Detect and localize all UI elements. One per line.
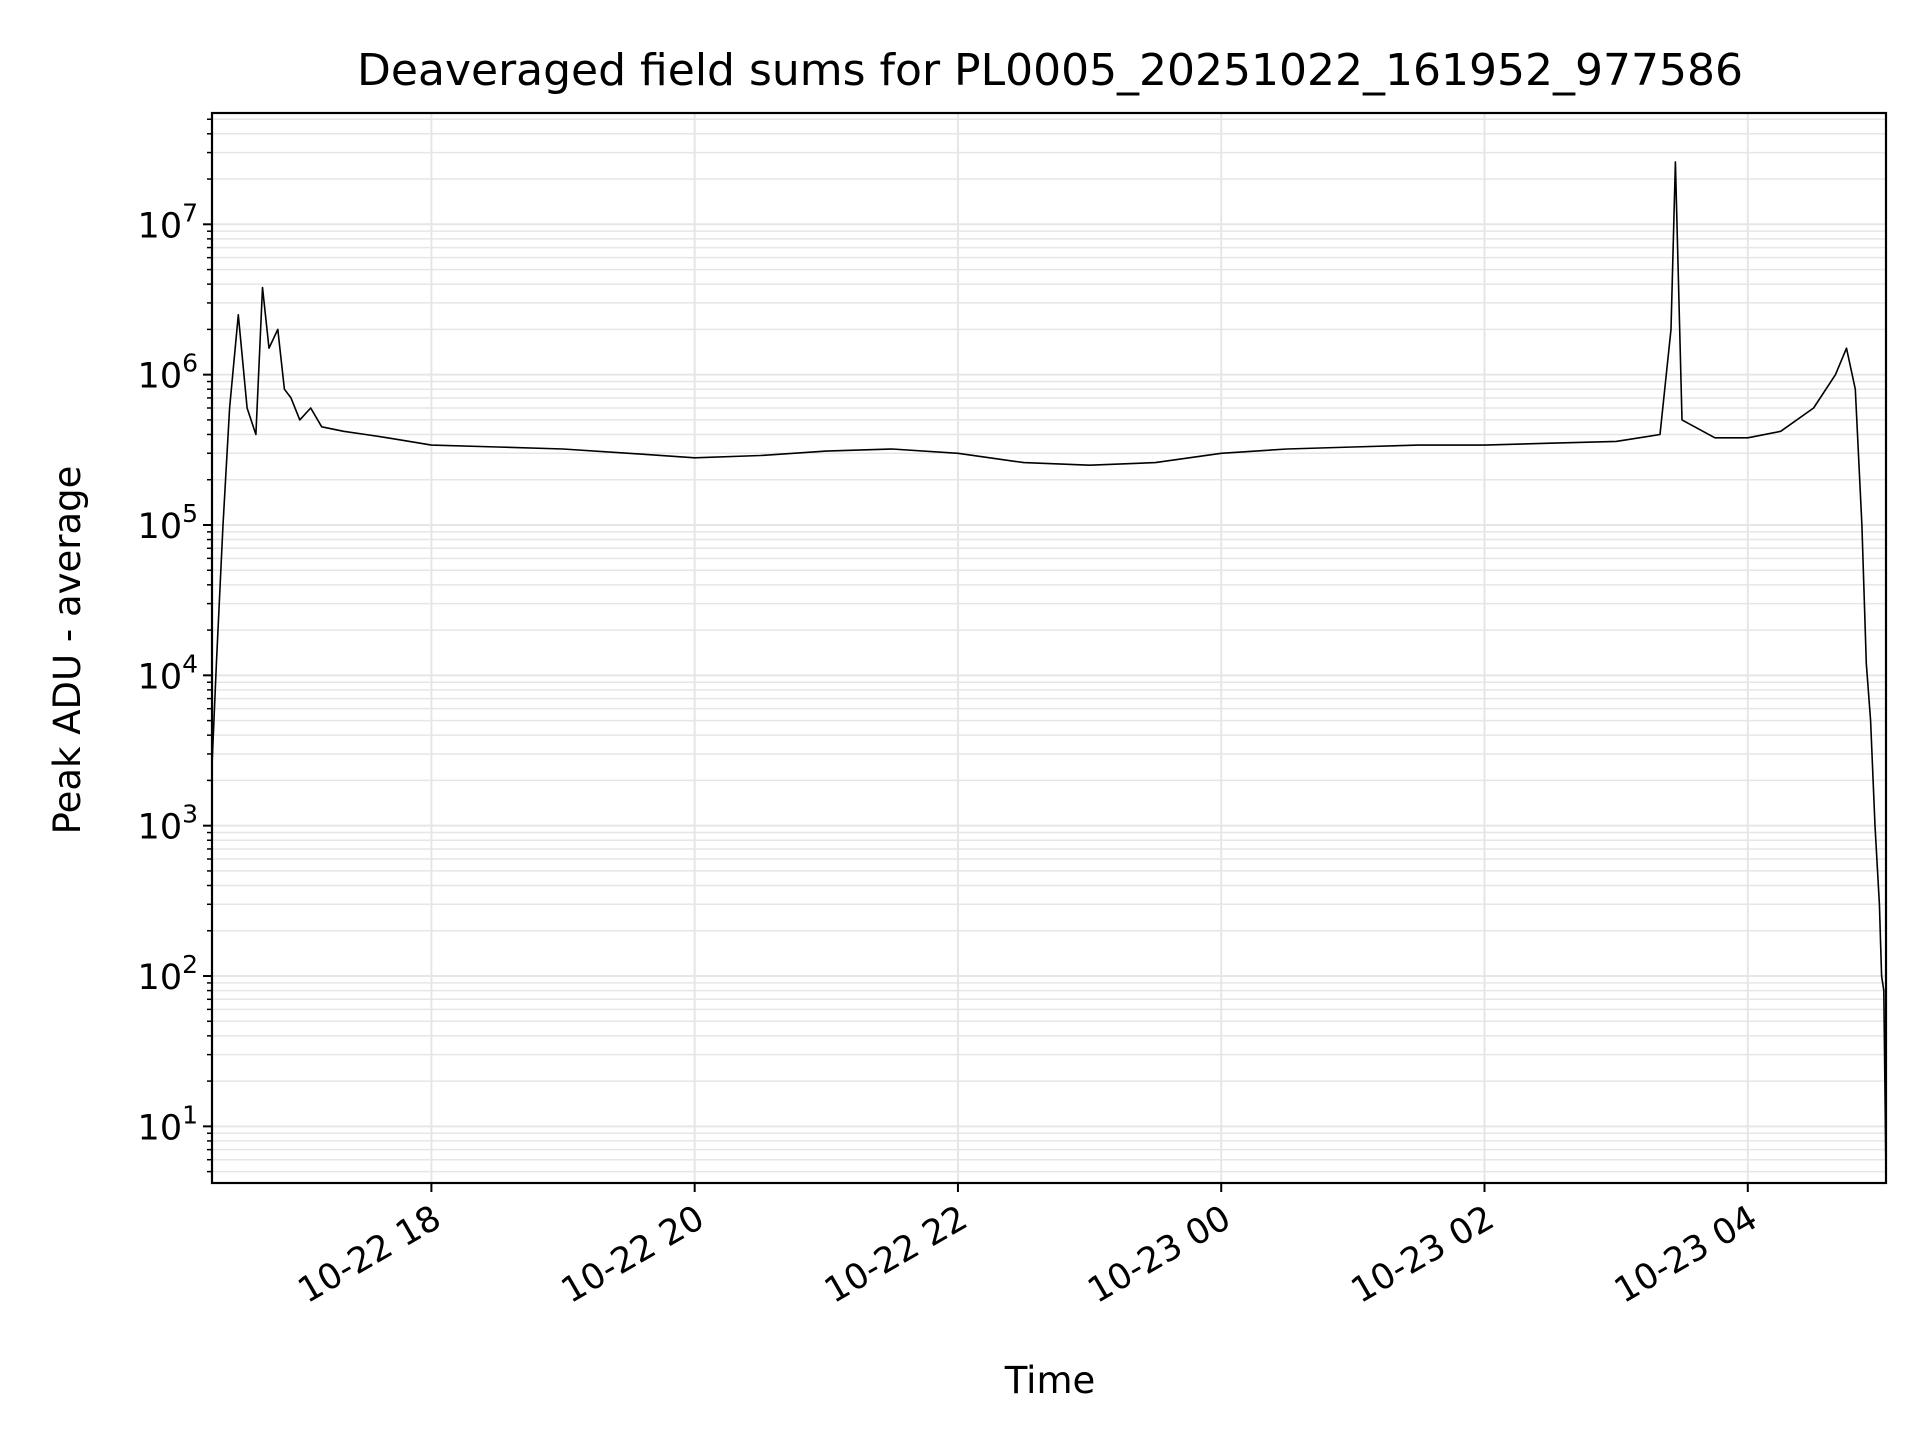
y-tick-label: 105 — [138, 499, 198, 547]
grid — [212, 113, 1886, 1183]
series-line — [211, 161, 1887, 1179]
y-tick-label: 103 — [138, 800, 198, 848]
y-tick-label: 101 — [138, 1100, 198, 1148]
y-tick-label: 107 — [138, 198, 198, 246]
chart-title: Deaveraged field sums for PL0005_2025102… — [357, 45, 1743, 96]
y-tick-label: 106 — [138, 349, 198, 397]
x-axis-label: Time — [1004, 1359, 1096, 1402]
y-axis-label: Peak ADU - average — [46, 466, 89, 835]
plot-area — [211, 161, 1887, 1179]
y-tick-label: 104 — [138, 649, 198, 697]
axes-frame — [210, 111, 1888, 1185]
y-tick-label: 102 — [138, 950, 198, 998]
y-axis: 101 102 103 104 105 106 107 — [138, 118, 212, 1173]
